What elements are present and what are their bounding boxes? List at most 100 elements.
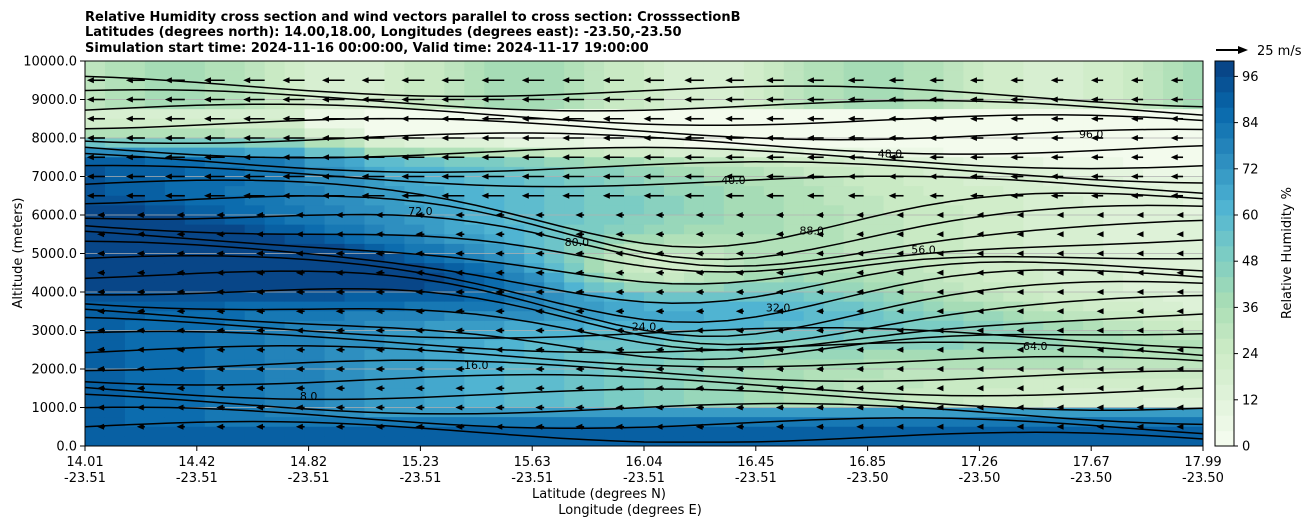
humidity-cell [703, 407, 725, 418]
x-axis-label-longitude: Longitude (degrees E) [558, 503, 702, 518]
wind-vector-head [896, 346, 904, 353]
wind-vector-head [97, 385, 105, 392]
humidity-cell [464, 118, 485, 129]
humidity-cell [85, 109, 106, 120]
humidity-cell [144, 426, 166, 437]
humidity-cell [504, 253, 525, 264]
wind-vector-head [455, 289, 463, 295]
humidity-cell [1003, 292, 1024, 303]
humidity-cell [1103, 224, 1124, 235]
humidity-cell [1003, 272, 1024, 283]
wind-vector-head [735, 250, 743, 257]
humidity-cell [863, 436, 885, 446]
humidity-cell [484, 80, 505, 91]
humidity-cell [124, 166, 146, 178]
humidity-cell [1003, 253, 1024, 264]
humidity-cell [344, 272, 366, 283]
humidity-cell [1163, 70, 1184, 81]
humidity-cell [723, 147, 745, 158]
humidity-cell [803, 263, 825, 274]
humidity-cell [384, 340, 406, 351]
humidity-cell [364, 349, 386, 360]
humidity-cell [544, 292, 565, 303]
x-tick-label-longitude: -23.51 [399, 471, 441, 486]
humidity-cell [1183, 330, 1203, 341]
humidity-cell [104, 359, 126, 370]
humidity-cell [124, 407, 146, 418]
wind-vector-head [203, 154, 211, 161]
humidity-cell [1143, 282, 1164, 293]
wind-key: 25 m/s [1216, 44, 1302, 59]
humidity-cell [444, 320, 465, 332]
humidity-cell [224, 397, 246, 409]
contour-line [85, 386, 1203, 411]
humidity-cell [1063, 89, 1084, 101]
humidity-cell [124, 215, 146, 226]
humidity-cell [604, 99, 625, 110]
humidity-cell [124, 417, 146, 428]
wind-vector-head [97, 212, 105, 218]
humidity-cell [843, 320, 865, 332]
wind-vector-head [1170, 135, 1178, 141]
humidity-cell [484, 205, 505, 216]
humidity-cell [1183, 417, 1203, 428]
humidity-cell [1083, 234, 1104, 245]
humidity-cell [584, 61, 605, 72]
contour-label: 32.0 [766, 301, 791, 314]
humidity-cell [304, 176, 326, 187]
wind-vector-head [735, 423, 743, 430]
humidity-cell [244, 70, 266, 81]
humidity-cell [384, 359, 406, 370]
wind-vector-head [361, 154, 369, 161]
humidity-cell [1143, 186, 1164, 197]
humidity-cell [444, 243, 465, 255]
humidity-cell [424, 128, 445, 139]
humidity-cell [983, 378, 1004, 389]
humidity-cell [384, 61, 406, 72]
wind-vector-head [164, 77, 172, 84]
humidity-cell [983, 99, 1004, 110]
humidity-cell [823, 253, 845, 264]
wind-vector-head [1016, 231, 1024, 238]
humidity-cell [983, 205, 1004, 216]
humidity-cell [783, 282, 805, 293]
wind-vector-head [816, 404, 824, 411]
x-tick-label-latitude: 14.82 [290, 455, 327, 470]
humidity-cell [544, 301, 565, 312]
humidity-cell [604, 215, 625, 226]
humidity-cell [124, 436, 146, 446]
humidity-cell [1103, 320, 1124, 332]
humidity-cell [544, 61, 565, 72]
humidity-cell [703, 138, 725, 149]
humidity-cell [344, 89, 366, 101]
humidity-cell [983, 369, 1004, 380]
humidity-cell [104, 349, 126, 360]
humidity-cell [1003, 282, 1024, 293]
humidity-cell [164, 263, 186, 274]
humidity-cell [1003, 176, 1024, 187]
humidity-cell [544, 109, 565, 120]
humidity-cell [524, 340, 545, 351]
humidity-cell [344, 349, 366, 360]
humidity-cell [663, 397, 685, 409]
humidity-cell [144, 186, 166, 197]
wind-vector-head [401, 96, 409, 103]
wind-vector-head [282, 192, 290, 199]
humidity-cell [1103, 426, 1124, 437]
wind-vector-head [216, 250, 224, 257]
wind-vector-head [775, 308, 783, 315]
humidity-cell [923, 109, 945, 120]
humidity-cell [604, 109, 625, 120]
humidity-cell [444, 417, 465, 428]
wind-vector-head [401, 192, 409, 199]
humidity-cell [963, 186, 984, 197]
humidity-cell [464, 272, 485, 283]
humidity-cell [284, 234, 306, 245]
humidity-cell [1163, 61, 1184, 72]
humidity-cell [264, 147, 286, 158]
humidity-cell [1163, 359, 1184, 370]
wind-vector-head [335, 289, 343, 295]
humidity-cell [1003, 195, 1024, 206]
humidity-cell [264, 349, 286, 360]
humidity-cell [244, 311, 266, 322]
